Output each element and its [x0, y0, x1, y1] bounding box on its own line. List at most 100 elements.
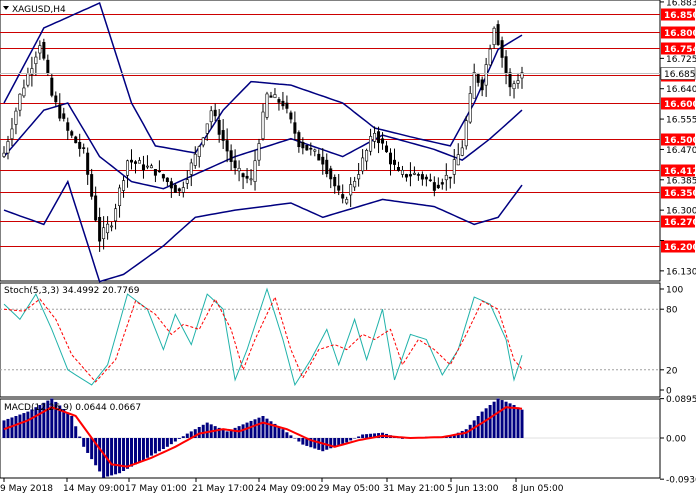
level-label: 16.754 — [664, 45, 696, 55]
candle-body — [341, 194, 345, 199]
candle-body — [472, 72, 476, 99]
macd-bar — [185, 433, 189, 438]
stoch-tick-label: 80 — [666, 306, 678, 316]
candle-body — [118, 187, 122, 206]
macd-bar — [82, 438, 86, 447]
macd-bar — [253, 419, 257, 438]
macd-bar — [345, 438, 349, 443]
candle-body — [416, 174, 420, 176]
bollinger-bands — [3, 1, 523, 283]
time-tick-label: 17 May 01:00 — [125, 484, 187, 494]
macd-bar — [193, 429, 197, 438]
candle-body — [520, 72, 524, 79]
macd-bar — [496, 398, 500, 438]
macd-bar — [349, 438, 353, 441]
candle-body — [126, 160, 130, 176]
candle-body — [516, 80, 520, 84]
candle-body — [500, 40, 504, 58]
macd-bar — [516, 407, 520, 438]
macd-bar — [289, 435, 293, 438]
level-label-bg — [661, 8, 695, 21]
price-tick-label: 16.130 — [666, 267, 696, 277]
price-panel[interactable]: XAGUSD,H4 — [0, 0, 661, 283]
candle-body — [217, 119, 221, 135]
candle-body — [444, 174, 448, 181]
candle-body — [309, 147, 313, 150]
candle-body — [10, 128, 14, 140]
macd-bar — [86, 438, 90, 453]
macd-panel[interactable]: MACD(12,26,9) 0.0644 0.0667 — [0, 398, 661, 479]
candle-body — [329, 168, 333, 180]
symbol-label: XAGUSD,H4 — [12, 5, 66, 15]
price-tick-label: 16.883 — [666, 0, 696, 8]
macd-bar — [145, 438, 149, 458]
candle-body — [277, 99, 281, 103]
candle-body — [62, 113, 66, 119]
macd-bar — [456, 432, 460, 438]
macd-bar — [245, 422, 249, 438]
candle-body — [102, 227, 106, 240]
candle-body — [456, 154, 460, 166]
candle-body — [229, 150, 233, 162]
candle-body — [6, 141, 10, 154]
macd-bar — [520, 409, 524, 438]
candle-body — [42, 41, 46, 59]
candle-body — [381, 138, 385, 144]
macd-bar — [201, 424, 205, 438]
macd-bar — [341, 438, 345, 444]
macd-bar — [492, 401, 496, 438]
macd-bar — [189, 431, 193, 438]
macd-bar — [122, 438, 126, 471]
macd-bar — [361, 434, 365, 438]
candle-body — [213, 109, 217, 117]
current-price-label-bg — [660, 67, 696, 80]
macd-bar — [169, 438, 173, 445]
candle-body — [86, 152, 90, 175]
level-label: 16.200 — [664, 243, 696, 253]
candle-body — [133, 161, 137, 164]
candles — [2, 20, 524, 252]
candle-body — [440, 182, 444, 185]
macd-bar — [141, 438, 145, 460]
candle-body — [476, 74, 480, 83]
macd-bar — [261, 416, 265, 438]
candle-body — [201, 137, 205, 146]
macd-axis: 0.0895 0.00 -0.0936 — [660, 395, 696, 486]
dropdown-triangle-icon[interactable] — [3, 6, 9, 10]
candle-body — [110, 225, 114, 228]
macd-bar — [106, 438, 110, 477]
macd-bar — [269, 421, 273, 438]
time-tick-label: 9 May 2018 — [0, 484, 53, 494]
candle-body — [488, 48, 492, 66]
candle-body — [18, 93, 22, 111]
candle-body — [361, 157, 365, 172]
level-label-bg — [661, 215, 695, 228]
stochastic-panel[interactable]: Stoch(5,3,3) 34.4992 20.7769 — [0, 282, 661, 398]
candle-body — [273, 94, 277, 98]
candle-body — [428, 179, 432, 182]
candle-body — [145, 165, 149, 168]
macd-bar — [137, 438, 141, 463]
stoch-main-line — [3, 287, 523, 387]
candle-body — [281, 100, 285, 107]
candle-body — [173, 184, 177, 193]
macd-bar — [309, 438, 313, 448]
time-tick-label: 31 May 21:00 — [383, 484, 445, 494]
macd-bar — [305, 438, 309, 446]
macd-bar — [337, 438, 341, 446]
candle-body — [30, 68, 34, 75]
macd-bar — [130, 438, 134, 467]
candle-body — [237, 167, 241, 172]
macd-bar — [10, 417, 14, 438]
candle-body — [301, 141, 305, 149]
candle-body — [249, 178, 253, 181]
bands-lower-line — [3, 179, 523, 283]
current-price-label: 16.685 — [664, 70, 696, 80]
price-tick-label: 16.555 — [666, 116, 696, 126]
candle-body — [408, 174, 412, 177]
macd-bar — [177, 438, 181, 439]
level-label-bg — [661, 186, 695, 199]
candle-body — [181, 187, 185, 193]
